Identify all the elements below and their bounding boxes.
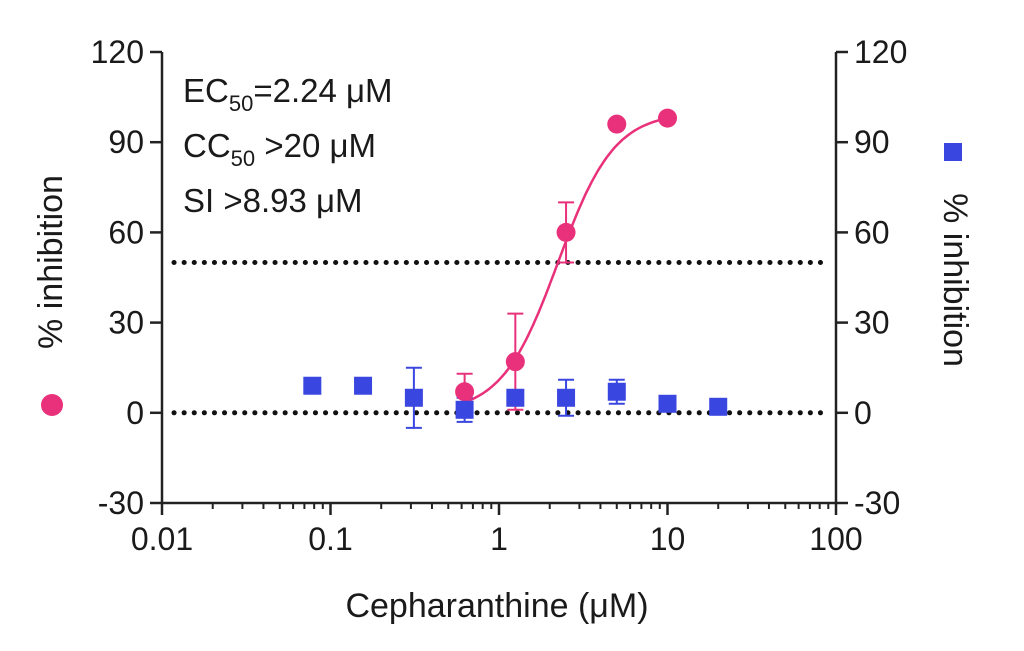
y-axis-title-left: % inhibition bbox=[32, 175, 70, 349]
annotation-block: EC50=2.24 μM CC50 >20 μM SI >8.93 μM bbox=[183, 72, 393, 219]
annotation-line: EC50=2.24 μM bbox=[183, 72, 393, 116]
y-tick-label-left: -30 bbox=[98, 485, 144, 521]
data-point-square bbox=[303, 376, 322, 395]
x-tick-label: 100 bbox=[809, 521, 862, 557]
data-point-square bbox=[455, 400, 474, 419]
y-tick-label-left: 90 bbox=[108, 124, 144, 160]
data-point-circle bbox=[455, 382, 475, 402]
y-tick-label-left: 0 bbox=[126, 395, 144, 431]
legend-square-marker bbox=[944, 143, 962, 161]
y-tick-label-right: 90 bbox=[854, 124, 890, 160]
y-tick-label-left: 60 bbox=[108, 214, 144, 250]
y-tick-label-right: 0 bbox=[854, 395, 872, 431]
legend-circle-marker bbox=[41, 394, 63, 416]
y-tick-label-right: -30 bbox=[854, 485, 900, 521]
x-tick-label: 10 bbox=[650, 521, 686, 557]
annotation-line: SI >8.93 μM bbox=[183, 182, 363, 219]
y-tick-label-right: 60 bbox=[854, 214, 890, 250]
y-tick-label-left: 30 bbox=[108, 305, 144, 341]
data-point-circle bbox=[505, 352, 525, 372]
data-point-circle bbox=[556, 222, 576, 242]
y-axis-title-right: % inhibition bbox=[936, 193, 974, 367]
data-point-square bbox=[557, 388, 576, 407]
data-point-square bbox=[404, 388, 423, 407]
x-axis-title: Cepharanthine (μM) bbox=[345, 587, 648, 625]
data-point-square bbox=[709, 397, 728, 416]
y-tick-label-right: 120 bbox=[854, 34, 907, 70]
x-tick-label: 0.01 bbox=[131, 521, 193, 557]
data-point-square bbox=[607, 382, 626, 401]
annotation-line: CC50 >20 μM bbox=[183, 127, 376, 171]
data-point-circle bbox=[607, 114, 627, 134]
data-point-square bbox=[658, 394, 677, 413]
data-point-square bbox=[354, 376, 373, 395]
x-tick-label: 1 bbox=[490, 521, 508, 557]
y-tick-label-right: 30 bbox=[854, 305, 890, 341]
axes: -30 -30 0 0 30 30 60 60 90 90 120 120 0.01 0.1 1 10 100 bbox=[91, 34, 908, 557]
reference-lines bbox=[171, 259, 831, 416]
data-point-circle bbox=[658, 108, 677, 128]
y-tick-label-left: 120 bbox=[91, 34, 144, 70]
data-point-square bbox=[506, 388, 525, 407]
x-tick-label: 0.1 bbox=[308, 521, 352, 557]
data-markers-layer bbox=[303, 108, 728, 419]
